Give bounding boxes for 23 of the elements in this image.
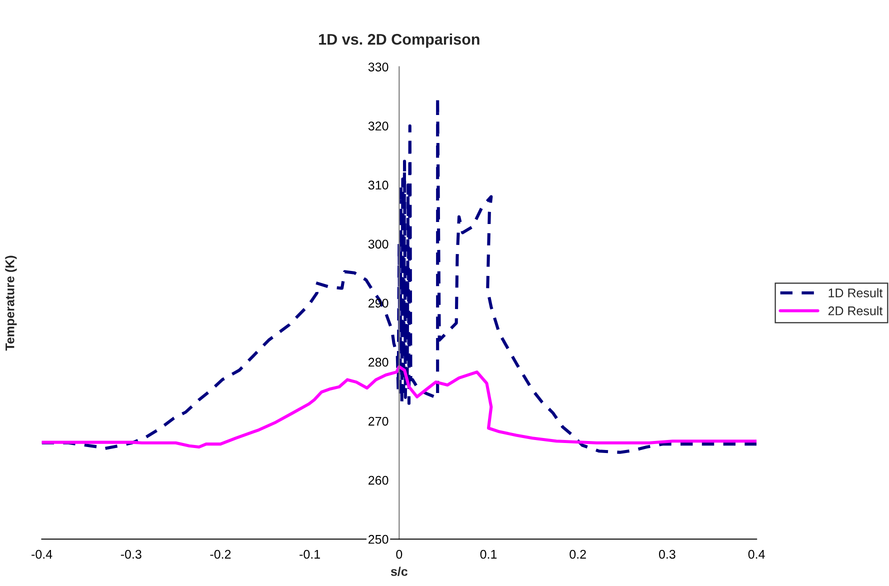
x-tick-label: -0.4 (32, 550, 52, 559)
x-tick-label: 0 (396, 550, 402, 559)
y-tick-label: 270 (368, 416, 388, 426)
x-tick-label: -0.1 (300, 550, 320, 559)
y-tick-label: 250 (368, 534, 388, 544)
y-tick-label: 320 (368, 122, 388, 130)
x-tick-label: -0.3 (120, 550, 142, 559)
y-tick-label: 310 (368, 180, 388, 190)
y-axis-title: Temperature (K) (5, 256, 17, 351)
line-series (42, 365, 757, 449)
legend-label: 1D Result (828, 288, 883, 298)
chart-title: 1D vs. 2D Comparison (319, 34, 480, 48)
y-tick-label: 300 (368, 240, 388, 249)
y-tick-label: 260 (368, 476, 388, 485)
x-tick-label: -0.2 (210, 550, 231, 559)
x-tick-label: 0.3 (658, 550, 676, 559)
x-tick-label: 0.2 (570, 550, 586, 559)
x-axis-title: s/c (390, 566, 408, 576)
x-tick-label: 0.4 (748, 550, 765, 559)
legend-label: 2D Result (828, 306, 883, 316)
y-tick-label: 280 (368, 358, 388, 367)
y-tick-label: 330 (368, 62, 388, 72)
x-tick-label: 0.1 (480, 550, 497, 559)
